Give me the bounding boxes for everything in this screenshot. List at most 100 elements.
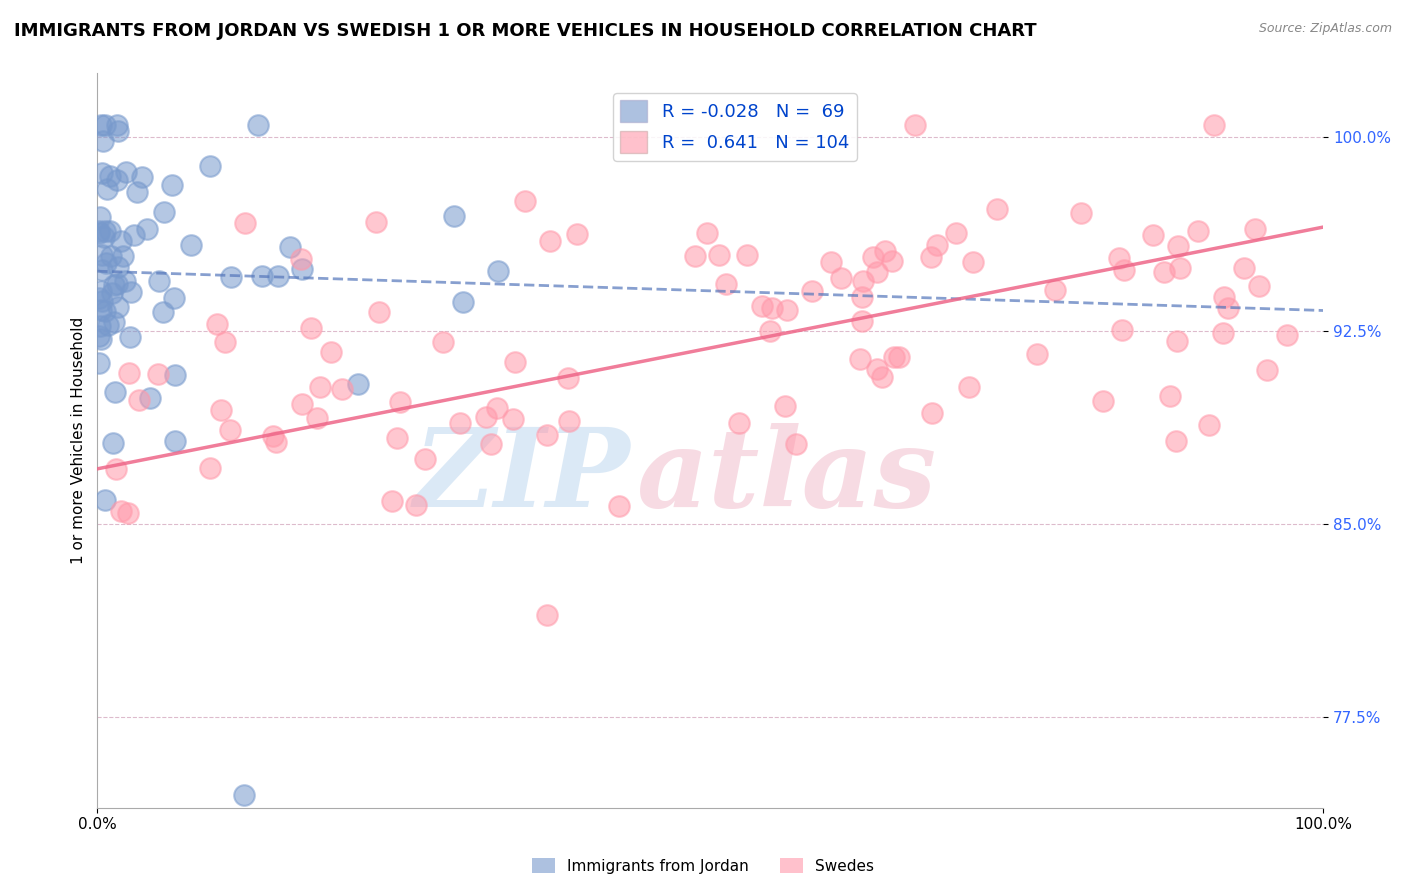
Point <box>291 397 314 411</box>
Point <box>1202 118 1225 132</box>
Point <box>1170 260 1192 275</box>
Point <box>1275 328 1298 343</box>
Point <box>89 210 111 224</box>
Point <box>87 226 110 240</box>
Point <box>90 332 112 346</box>
Point <box>801 284 824 298</box>
Point <box>1256 363 1278 377</box>
Point <box>107 118 129 132</box>
Point <box>1108 251 1130 265</box>
Point <box>117 506 139 520</box>
Point <box>751 299 773 313</box>
Point <box>685 249 707 263</box>
Point <box>110 234 132 248</box>
Point <box>1159 389 1181 403</box>
Point <box>558 414 581 428</box>
Point <box>368 304 391 318</box>
Point <box>1249 279 1271 293</box>
Point <box>93 229 115 244</box>
Point <box>98 169 121 184</box>
Point <box>219 270 242 285</box>
Point <box>128 393 150 408</box>
Point <box>432 334 454 349</box>
Point <box>214 334 236 349</box>
Point <box>1244 222 1267 236</box>
Text: ZIP: ZIP <box>413 424 631 531</box>
Point <box>205 318 228 332</box>
Point <box>1187 224 1209 238</box>
Point <box>761 301 783 316</box>
Point <box>104 384 127 399</box>
Point <box>291 262 314 277</box>
Point <box>321 344 343 359</box>
Point <box>1212 326 1234 340</box>
Point <box>475 410 498 425</box>
Point <box>486 263 509 277</box>
Point <box>247 118 270 132</box>
Legend: Immigrants from Jordan, Swedes: Immigrants from Jordan, Swedes <box>526 852 880 880</box>
Text: Source: ZipAtlas.com: Source: ZipAtlas.com <box>1258 22 1392 36</box>
Point <box>759 324 782 338</box>
Y-axis label: 1 or more Vehicles in Household: 1 or more Vehicles in Household <box>72 317 86 564</box>
Point <box>887 350 910 364</box>
Point <box>94 304 117 318</box>
Point <box>387 432 409 446</box>
Point <box>536 607 558 622</box>
Point <box>94 118 117 132</box>
Point <box>97 318 120 332</box>
Point <box>607 499 630 513</box>
Point <box>94 492 117 507</box>
Point <box>366 215 388 229</box>
Point <box>851 290 873 304</box>
Point <box>1153 265 1175 279</box>
Point <box>707 248 730 262</box>
Legend: R = -0.028   N =  69, R =  0.641   N = 104: R = -0.028 N = 69, R = 0.641 N = 104 <box>613 93 856 161</box>
Point <box>146 367 169 381</box>
Point <box>1166 434 1188 449</box>
Point <box>180 238 202 252</box>
Point <box>290 252 312 266</box>
Point <box>449 417 471 431</box>
Point <box>1167 238 1189 252</box>
Point <box>262 429 284 443</box>
Point <box>776 303 799 318</box>
Point <box>103 278 125 293</box>
Point <box>866 265 889 279</box>
Point <box>728 417 751 431</box>
Point <box>873 244 896 258</box>
Point <box>198 461 221 475</box>
Point <box>89 319 111 334</box>
Point <box>91 134 114 148</box>
Point <box>309 380 332 394</box>
Point <box>91 248 114 262</box>
Point <box>111 249 134 263</box>
Point <box>904 118 927 132</box>
Point <box>87 224 110 238</box>
Point <box>735 248 758 262</box>
Point <box>775 399 797 413</box>
Point <box>1233 260 1256 275</box>
Point <box>90 262 112 277</box>
Point <box>565 227 588 242</box>
Point <box>165 434 187 448</box>
Point <box>866 362 889 376</box>
Point <box>538 234 561 248</box>
Point <box>1166 334 1188 349</box>
Point <box>852 274 875 288</box>
Point <box>90 284 112 298</box>
Point <box>830 271 852 285</box>
Point <box>1070 205 1092 219</box>
Point <box>104 462 127 476</box>
Point <box>90 118 112 132</box>
Point <box>250 268 273 283</box>
Point <box>96 182 118 196</box>
Point <box>1212 290 1234 304</box>
Point <box>330 383 353 397</box>
Point <box>107 173 129 187</box>
Point <box>87 356 110 370</box>
Point <box>152 305 174 319</box>
Point <box>131 170 153 185</box>
Text: IMMIGRANTS FROM JORDAN VS SWEDISH 1 OR MORE VEHICLES IN HOUSEHOLD CORRELATION CH: IMMIGRANTS FROM JORDAN VS SWEDISH 1 OR M… <box>14 22 1036 40</box>
Point <box>278 240 301 254</box>
Point <box>107 301 129 315</box>
